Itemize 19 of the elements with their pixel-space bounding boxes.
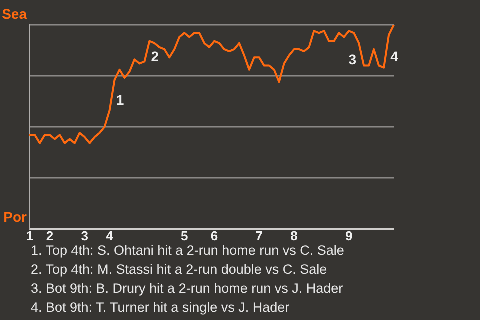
x-tick-label: 5 [180, 228, 188, 244]
x-tick-label: 8 [290, 228, 298, 244]
x-tick-label: 1 [26, 228, 34, 244]
annotation: 3 [348, 51, 357, 68]
text: 2. Top 4th: M. Stassi hit a 2-run double vs C. Sale [31, 261, 328, 279]
x-tick-label: 2 [46, 228, 54, 244]
text: 3. Bot 9th: B. Drury hit a 2-run home run vs J. Hader [31, 280, 344, 298]
text: 4. Bot 9th: T. Turner hit a single vs J. Hader [31, 299, 291, 317]
x-tick-label: 4 [106, 228, 114, 244]
x-tick-label: 6 [210, 228, 218, 244]
text: Por [4, 208, 28, 225]
text: Sea [2, 6, 28, 22]
x-tick-label: 3 [81, 228, 88, 244]
x-tick-label: 7 [256, 228, 263, 244]
annotation: 2 [151, 48, 160, 64]
text: 1. Top 4th: S. Ohtani hit a 2-run home run vs C. Sale [31, 242, 344, 260]
annotation: 1 [116, 92, 124, 108]
x-tick-label: 9 [346, 228, 353, 244]
annotation: 4 [390, 48, 399, 64]
